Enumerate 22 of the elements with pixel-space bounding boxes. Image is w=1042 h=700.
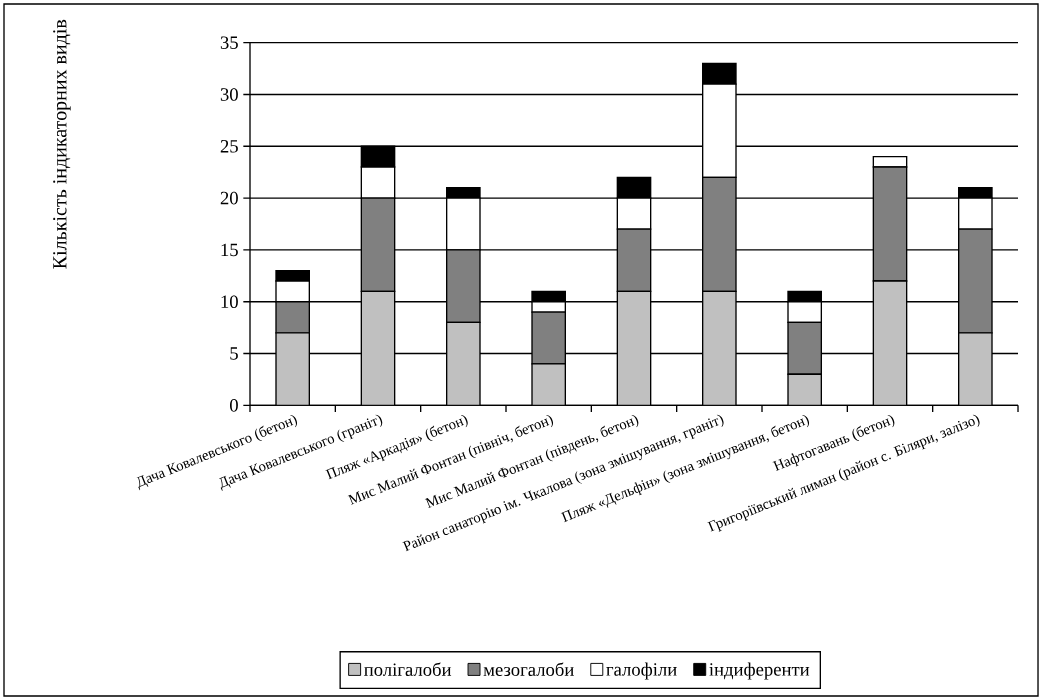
y-axis-title: Кількість індикаторних видів bbox=[53, 19, 71, 269]
legend-label: мезогалоби bbox=[483, 662, 574, 676]
bar bbox=[360, 290, 396, 406]
bar bbox=[446, 321, 481, 406]
bar bbox=[275, 332, 310, 406]
y-tick-label: 15 bbox=[221, 243, 238, 257]
bar bbox=[702, 290, 737, 406]
y-tick-label: 0 bbox=[230, 399, 238, 412]
bar bbox=[787, 373, 823, 406]
y-tick-label: 25 bbox=[220, 140, 238, 153]
bar bbox=[958, 332, 993, 406]
bar bbox=[872, 280, 908, 406]
y-tick-label: 35 bbox=[220, 36, 238, 49]
bar bbox=[531, 363, 567, 406]
y-tick-label: 5 bbox=[230, 347, 238, 360]
legend-label: індиференти bbox=[709, 662, 810, 680]
bar bbox=[616, 290, 652, 406]
y-tick-label: 20 bbox=[220, 191, 238, 205]
legend-label: полігалоби bbox=[364, 662, 452, 676]
y-tick-label: 30 bbox=[220, 88, 238, 101]
legend-label: галофіли bbox=[606, 662, 677, 680]
y-tick-label: 10 bbox=[221, 295, 238, 309]
